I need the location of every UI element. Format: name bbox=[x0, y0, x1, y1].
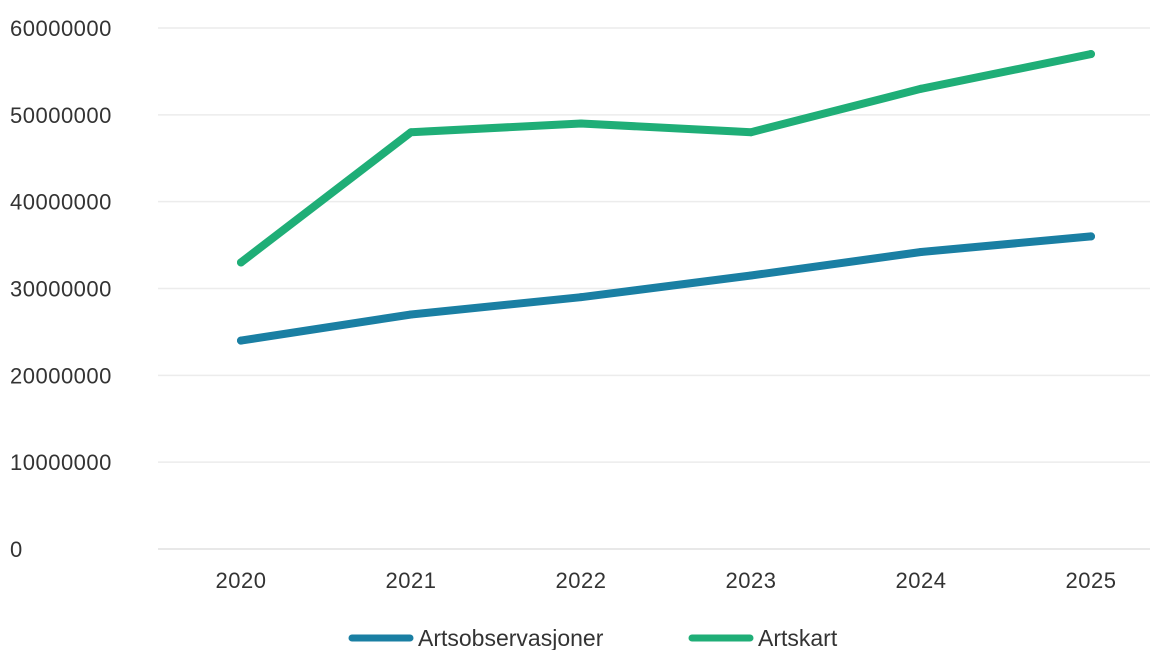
data-point-artsobservasjoner bbox=[407, 310, 415, 319]
y-tick-label: 10000000 bbox=[10, 450, 112, 475]
x-tick-label: 2022 bbox=[556, 568, 607, 593]
data-point-artsobservasjoner bbox=[577, 293, 585, 302]
data-point-artsobservasjoner bbox=[747, 271, 755, 280]
y-axis-ticks: 0 10000000 20000000 30000000 40000000 5000000… bbox=[10, 16, 112, 562]
data-point-artsobservasjoner bbox=[917, 248, 925, 257]
x-tick-label: 2023 bbox=[726, 568, 777, 593]
legend-item-artskart: Artskart bbox=[688, 625, 838, 650]
data-point-artskart bbox=[1087, 50, 1095, 59]
y-tick-label: 40000000 bbox=[10, 190, 112, 215]
y-tick-label: 20000000 bbox=[10, 363, 112, 388]
x-tick-label: 2025 bbox=[1066, 568, 1117, 593]
series-line-artsobservasjoner bbox=[237, 232, 1095, 345]
x-tick-label: 2024 bbox=[896, 568, 947, 593]
y-tick-label: 50000000 bbox=[10, 103, 112, 128]
legend: Artsobservasjoner Artskart bbox=[348, 625, 838, 650]
data-point-artskart bbox=[917, 84, 925, 93]
legend-label: Artsobservasjoner bbox=[418, 625, 604, 650]
y-tick-label: 0 bbox=[10, 537, 23, 562]
x-tick-label: 2020 bbox=[216, 568, 267, 593]
data-point-artskart bbox=[747, 128, 755, 137]
data-point-artskart bbox=[237, 258, 245, 267]
legend-item-artsobservasjoner: Artsobservasjoner bbox=[348, 625, 604, 650]
data-point-artskart bbox=[407, 128, 415, 137]
legend-label: Artskart bbox=[758, 625, 838, 650]
data-point-artsobservasjoner bbox=[237, 336, 245, 345]
y-tick-label: 30000000 bbox=[10, 277, 112, 302]
data-point-artsobservasjoner bbox=[1087, 232, 1095, 241]
y-tick-label: 60000000 bbox=[10, 16, 112, 41]
series-line-artskart bbox=[237, 50, 1095, 267]
x-axis-ticks: 2020 2021 2022 2023 2024 2025 bbox=[216, 568, 1117, 593]
x-tick-label: 2021 bbox=[386, 568, 437, 593]
series-layer bbox=[237, 50, 1095, 345]
data-point-artskart bbox=[577, 119, 585, 128]
